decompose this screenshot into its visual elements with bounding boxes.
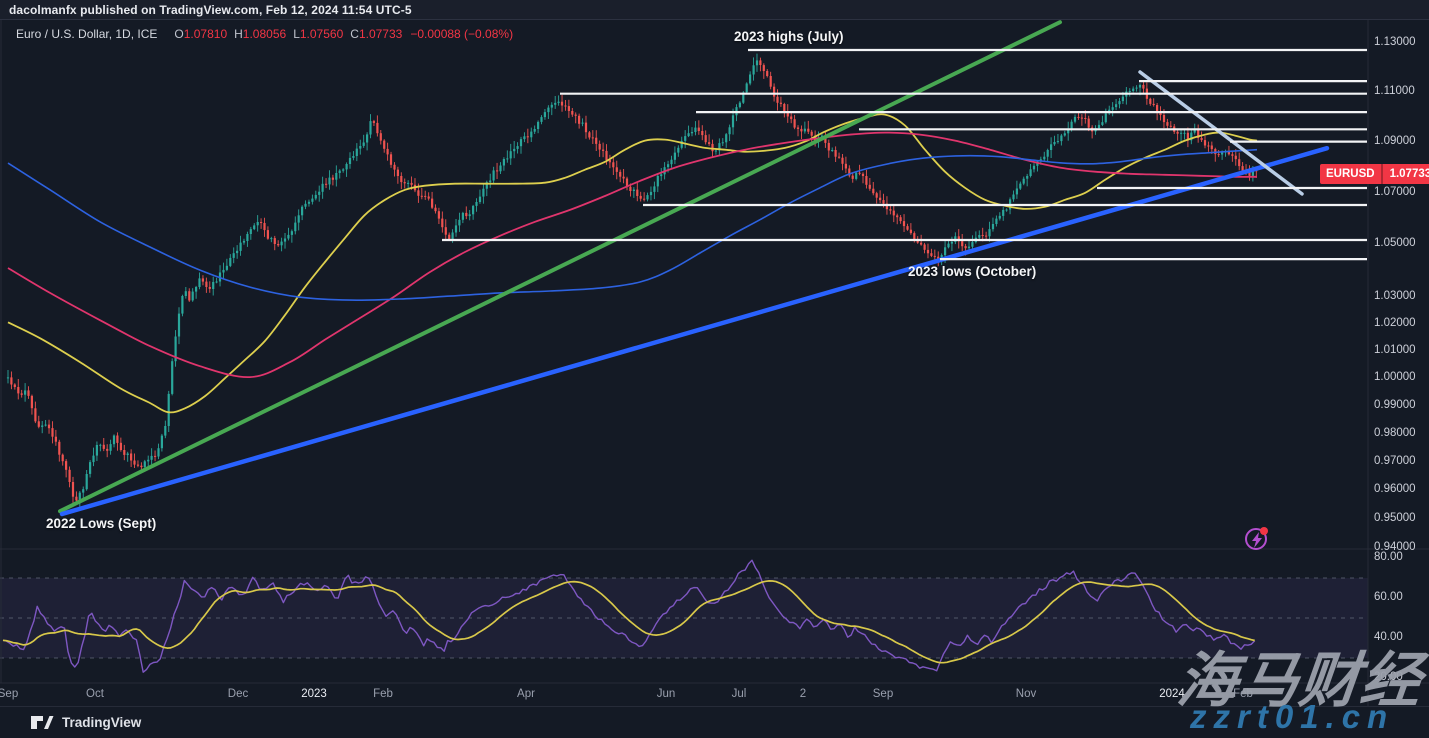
rsi-tick-label: 80.00 [1374, 551, 1403, 563]
ohlc-value: 1.07560 [299, 27, 344, 41]
time-tick-label: Nov [1015, 688, 1037, 700]
price-tick-label: 1.00000 [1374, 371, 1416, 383]
time-tick-label: Feb [1233, 688, 1253, 700]
badge-price: 1.07733 [1389, 168, 1429, 180]
ohlc-key: L [293, 27, 300, 41]
ma-fast-yellow [7, 113, 1258, 414]
price-tick-label: 1.01000 [1374, 344, 1416, 356]
price-tick-label: 0.94000 [1374, 541, 1416, 553]
downtrend-pale[interactable] [1138, 70, 1304, 196]
symbol-title: Euro / U.S. Dollar, 1D, ICE [16, 27, 158, 41]
price-tick-label: 1.11000 [1374, 85, 1415, 97]
support-resistance-levels[interactable] [442, 48, 1367, 261]
time-tick-label: Feb [373, 688, 393, 700]
time-tick-label: Sep [872, 688, 894, 700]
footer-bar: TradingView [0, 706, 1429, 738]
ohlc-value: 1.07810 [183, 27, 228, 41]
ma-slow-blue [7, 148, 1258, 301]
ohlc-value: 1.08056 [242, 27, 287, 41]
uptrend-green[interactable] [58, 20, 1062, 514]
change-value: −0.00088 (−0.08%) [410, 27, 514, 41]
publish-titlebar: dacolmanfx published on TradingView.com,… [0, 0, 1429, 20]
time-tick-label: Apr [517, 688, 535, 700]
price-tick-label: 1.02000 [1374, 317, 1416, 329]
ma-mid-crimson [7, 131, 1258, 379]
ohlc-key: H [234, 27, 243, 41]
time-tick-label: Jun [656, 688, 676, 700]
price-tick-label: 1.09000 [1374, 135, 1416, 147]
time-tick-label: Sep [0, 688, 19, 700]
price-tick-label: 0.98000 [1374, 427, 1416, 439]
time-tick-label: Oct [86, 688, 104, 700]
last-price-badge: EURUSD 1.07733 [1320, 164, 1429, 184]
ohlc-value: 1.07733 [358, 27, 403, 41]
time-tick-label: 2023 [301, 688, 327, 700]
price-tick-label: 0.99000 [1374, 399, 1416, 411]
price-tick-label: 0.95000 [1374, 512, 1416, 524]
rsi-indicator [2, 559, 1256, 673]
ohlc-key: O [174, 27, 184, 41]
annotation-2023-highs[interactable]: 2023 highs (July) [734, 29, 844, 44]
price-tick-label: 0.97000 [1374, 455, 1416, 467]
time-tick-label: Dec [227, 688, 249, 700]
tradingview-label[interactable]: TradingView [62, 715, 142, 730]
candlestick-series[interactable] [6, 53, 1258, 508]
annotation-2023-lows[interactable]: 2023 lows (October) [908, 264, 1037, 279]
time-tick-label: Jul [731, 688, 747, 700]
rsi-tick-label: 40.00 [1374, 631, 1403, 643]
badge-symbol: EURUSD [1326, 168, 1375, 180]
symbol-info-row[interactable]: Euro / U.S. Dollar, 1D, ICE O1.07810 H1.08… [16, 27, 513, 41]
tradingview-logo-icon[interactable] [30, 715, 54, 730]
publish-info: dacolmanfx published on TradingView.com,… [9, 3, 412, 17]
watermark-url: zzrt01.cn [1190, 698, 1395, 735]
ohlc-values: O1.07810 H1.08056 L1.07560 C1.07733 [167, 27, 402, 41]
uptrend-blue[interactable] [59, 145, 1330, 517]
lightning-bolt-icon [1252, 532, 1262, 548]
pane-borders [0, 20, 1429, 706]
badge-divider [1380, 164, 1383, 184]
price-tick-label: 0.96000 [1374, 483, 1416, 495]
rsi-tick-label: 60.00 [1374, 591, 1403, 603]
rsi-tick-label: 20.00 [1374, 671, 1403, 683]
price-tick-label: 1.07000 [1374, 186, 1416, 198]
notification-dot [1260, 527, 1268, 535]
ohlc-key: C [350, 27, 359, 41]
rsi-pane-background [0, 577, 1368, 659]
time-tick-label: 2024 [1159, 688, 1185, 700]
flash-icon[interactable] [1245, 527, 1268, 550]
price-tick-label: 1.13000 [1374, 36, 1416, 48]
price-tick-label: 1.05000 [1374, 237, 1416, 249]
price-tick-label: 1.03000 [1374, 290, 1416, 302]
time-tick-label: 2 [799, 688, 807, 700]
annotation-2022-lows[interactable]: 2022 Lows (Sept) [46, 516, 157, 531]
